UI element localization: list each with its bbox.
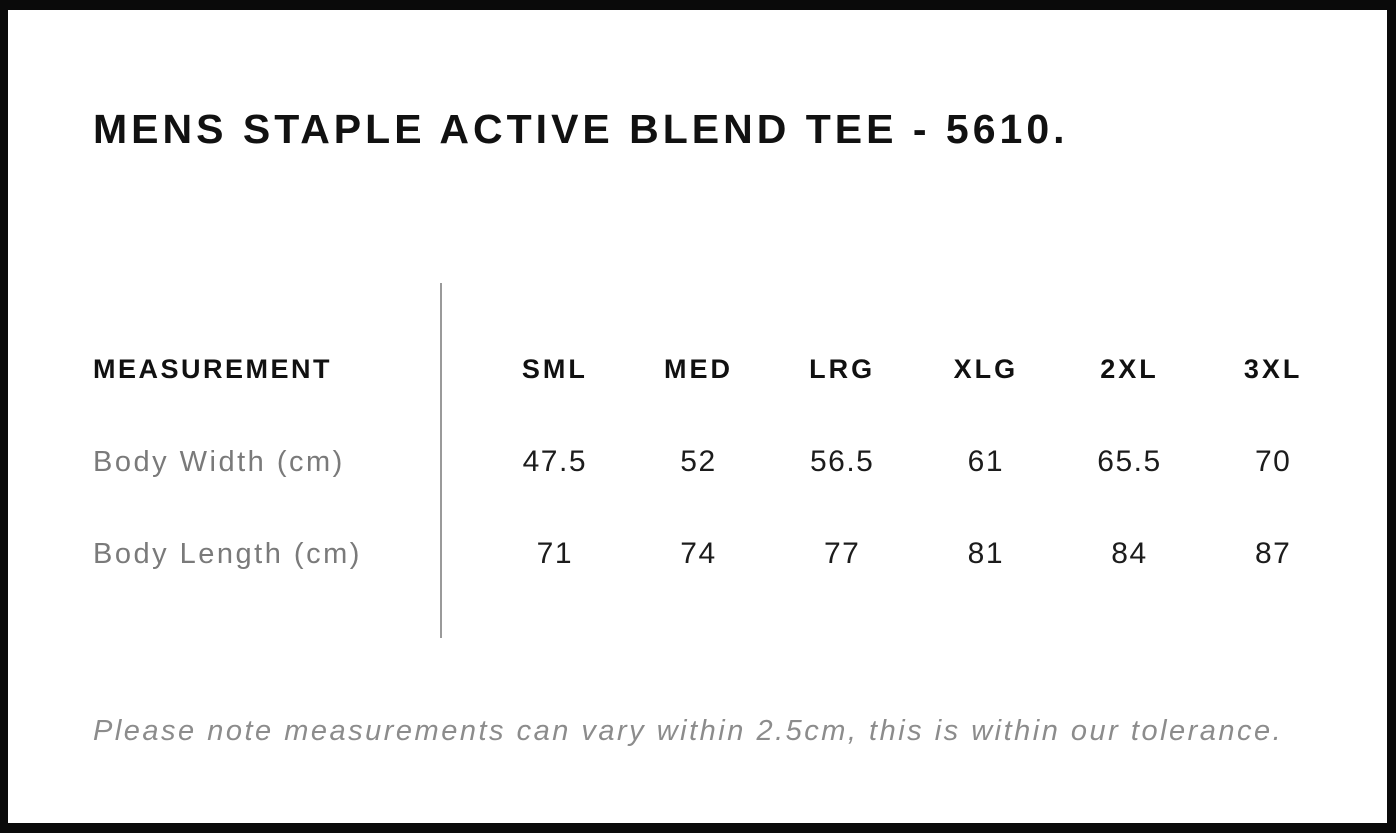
column-header-measurement: MEASUREMENT <box>93 353 333 384</box>
table-header-row: MEASUREMENT SML MED LRG XLG 2XL 3XL <box>93 349 1345 389</box>
body-length-2xl: 84 <box>1111 537 1148 570</box>
row-label-body-width: Body Width (cm) <box>93 445 345 478</box>
body-width-sml: 47.5 <box>522 445 588 478</box>
body-length-sml: 71 <box>536 537 574 570</box>
table-row-body-width: Body Width (cm) 47.5 52 56.5 61 65.5 70 <box>93 442 1345 482</box>
column-header-med: MED <box>663 353 733 384</box>
column-header-lrg: LRG <box>809 353 876 384</box>
body-width-3xl: 70 <box>1254 445 1292 478</box>
body-width-xlg: 61 <box>967 445 1005 478</box>
table-row-body-length: Body Length (cm) 71 74 77 81 84 87 <box>93 534 1345 574</box>
page-title: MENS STAPLE ACTIVE BLEND TEE - 5610. <box>93 106 1069 152</box>
table-divider <box>440 283 442 638</box>
column-header-2xl: 2XL <box>1100 353 1159 384</box>
tolerance-note: Please note measurements can vary within… <box>93 715 1284 747</box>
body-width-lrg: 56.5 <box>809 445 875 478</box>
body-length-med: 74 <box>680 537 717 570</box>
column-header-xlg: XLG <box>953 353 1019 384</box>
column-header-3xl: 3XL <box>1243 353 1303 384</box>
body-width-med: 52 <box>680 445 717 478</box>
body-width-2xl: 65.5 <box>1097 445 1162 478</box>
size-table: MEASUREMENT SML MED LRG XLG 2XL 3XL Body… <box>93 283 1345 638</box>
column-header-sml: SML <box>521 353 588 384</box>
body-length-3xl: 87 <box>1254 537 1292 570</box>
body-length-lrg: 77 <box>823 537 861 570</box>
row-label-body-length: Body Length (cm) <box>93 537 362 570</box>
body-length-xlg: 81 <box>967 537 1005 570</box>
